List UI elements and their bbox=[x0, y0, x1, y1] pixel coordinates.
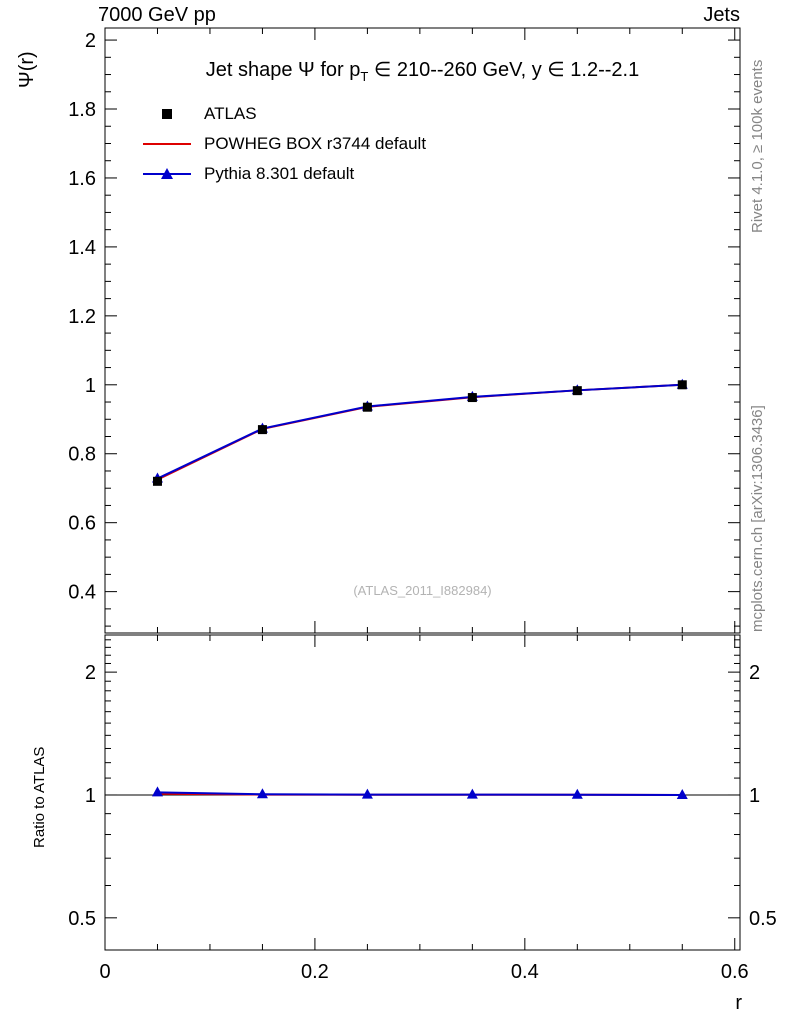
atlas-square-marker bbox=[152, 476, 162, 486]
powheg-line-marker-icon bbox=[140, 134, 194, 154]
pythia-ratio-line bbox=[157, 791, 683, 796]
svg-text:0.2: 0.2 bbox=[301, 961, 329, 983]
panel-frames bbox=[104, 27, 741, 951]
svg-text:0.4: 0.4 bbox=[68, 582, 96, 604]
plot-title: Jet shape Ψ for pT ∈ 210--260 GeV, y ∈ 1… bbox=[105, 57, 740, 84]
plot-title-subscript: T bbox=[360, 69, 369, 84]
svg-text:1: 1 bbox=[85, 785, 96, 807]
plot-title-text: Jet shape Ψ for p bbox=[205, 59, 361, 81]
y-axis-label-main: Ψ(r) bbox=[16, 51, 38, 88]
svg-text:0.6: 0.6 bbox=[68, 513, 96, 535]
powheg-line bbox=[157, 383, 683, 481]
pythia-ratio-triangle-marker bbox=[466, 788, 478, 799]
x-axis-label: r bbox=[735, 992, 742, 1014]
legend: ATLAS POWHEG BOX r3744 default Pythia 8.… bbox=[140, 99, 426, 189]
atlas-square-marker bbox=[467, 393, 477, 403]
svg-text:2: 2 bbox=[85, 30, 96, 52]
svg-text:1.6: 1.6 bbox=[68, 168, 96, 190]
svg-text:1: 1 bbox=[85, 375, 96, 397]
ratio-series bbox=[105, 786, 740, 799]
svg-text:1.8: 1.8 bbox=[68, 99, 96, 121]
rivet-version-note: Rivet 4.1.0, ≥ 100k events bbox=[749, 59, 766, 233]
svg-text:0.8: 0.8 bbox=[68, 444, 96, 466]
beam-energy-label: 7000 GeV pp bbox=[98, 4, 216, 26]
svg-text:0: 0 bbox=[99, 961, 110, 983]
pythia-ratio-triangle-marker bbox=[361, 788, 373, 799]
atlas-square-marker bbox=[677, 380, 687, 390]
pythia-line bbox=[157, 383, 683, 480]
legend-item-pythia: Pythia 8.301 default bbox=[140, 159, 426, 189]
main-series bbox=[151, 378, 688, 486]
svg-text:1.4: 1.4 bbox=[68, 237, 96, 259]
analysis-id-watermark: (ATLAS_2011_I882984) bbox=[353, 583, 492, 598]
mcplots-credit-note: mcplots.cern.ch [arXiv:1306.3436] bbox=[749, 405, 766, 632]
analysis-topic-label: Jets bbox=[703, 4, 740, 26]
legend-item-powheg: POWHEG BOX r3744 default bbox=[140, 129, 426, 159]
legend-label-atlas: ATLAS bbox=[204, 104, 257, 123]
legend-label-powheg: POWHEG BOX r3744 default bbox=[204, 134, 427, 153]
atlas-square-marker bbox=[257, 425, 267, 435]
svg-text:2: 2 bbox=[749, 662, 760, 684]
atlas-square-marker-icon bbox=[140, 104, 194, 124]
y-axis-label-ratio: Ratio to ATLAS bbox=[31, 746, 48, 848]
atlas-square-marker bbox=[362, 402, 372, 412]
legend-item-atlas: ATLAS bbox=[140, 99, 426, 129]
pythia-ratio-triangle-marker bbox=[676, 788, 688, 799]
legend-label-pythia: Pythia 8.301 default bbox=[204, 164, 355, 183]
svg-text:2: 2 bbox=[85, 662, 96, 684]
svg-text:0.6: 0.6 bbox=[721, 961, 749, 983]
axis-ticks bbox=[104, 28, 740, 950]
svg-text:1: 1 bbox=[749, 785, 760, 807]
pythia-ratio-triangle-marker bbox=[571, 788, 583, 799]
svg-text:1.2: 1.2 bbox=[68, 306, 96, 328]
pythia-ratio-triangle-marker bbox=[256, 788, 268, 799]
pythia-ratio-triangle-marker bbox=[151, 786, 163, 797]
pythia-triangle-marker-icon bbox=[140, 164, 194, 184]
svg-text:0.5: 0.5 bbox=[68, 908, 96, 930]
plot-title-text-2: ∈ 210--260 GeV, y ∈ 1.2--2.1 bbox=[368, 59, 640, 81]
axis-tick-labels: 0.4 0.6 0.8 1 1.2 1.4 1.6 1.8 2 0.5 0.5 1 1 2 2 0 0.2 0.4… bbox=[68, 30, 777, 983]
svg-text:0.4: 0.4 bbox=[511, 961, 539, 983]
atlas-square-marker bbox=[572, 386, 582, 396]
svg-text:0.5: 0.5 bbox=[749, 908, 777, 930]
